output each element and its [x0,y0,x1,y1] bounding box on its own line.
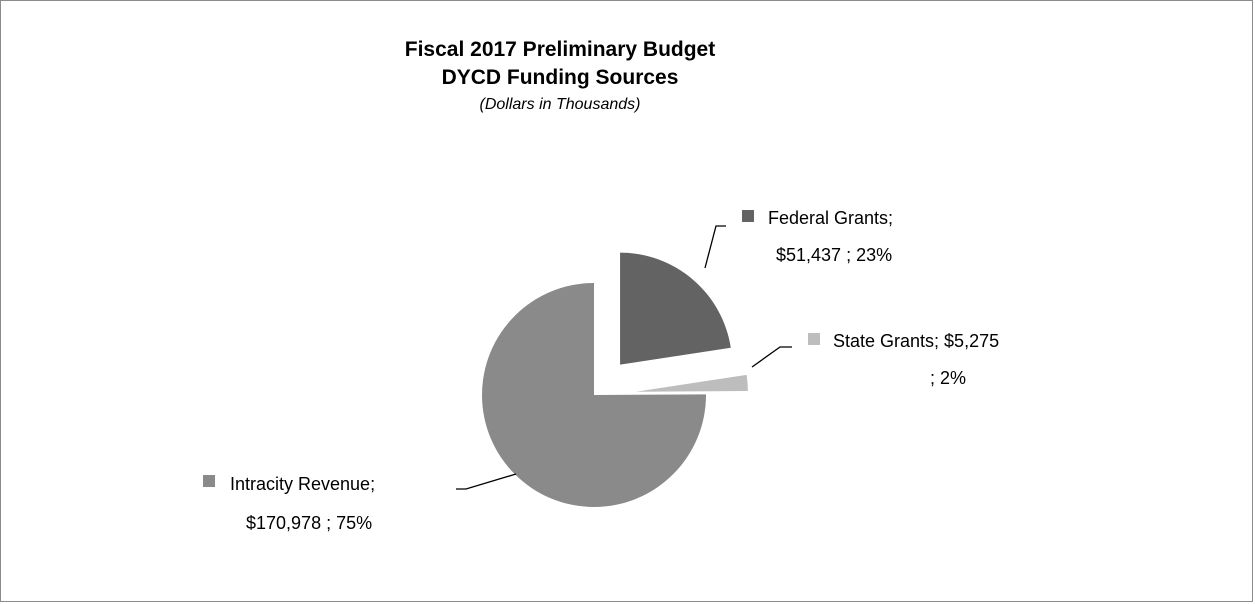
chart-title: Fiscal 2017 Preliminary Budget [404,38,716,61]
slice-label-intracity-revenue-line2: $170,978 ; 75% [246,513,372,533]
pie-slice-federal-grants [620,252,731,365]
slice-label-intracity-revenue-line1: Intracity Revenue; [230,474,375,494]
label-marker-intracity-revenue [203,475,215,487]
leader-line-intracity-revenue [456,473,517,490]
slice-labels: Federal Grants; $51,437 ; 23% State Grants… [203,208,999,533]
chart-title-block: Fiscal 2017 Preliminary Budget DYCD Fund… [300,36,820,118]
label-marker-federal-grants [742,210,754,222]
pie-slices [482,252,748,507]
chart-units-note: (Dollars in Thousands) [479,96,641,113]
slice-label-state-grants-line1: State Grants; $5,275 [833,331,999,351]
leader-line-federal-grants [704,225,726,269]
leader-line-state-grants [751,346,792,368]
chart-subtitle: DYCD Funding Sources [441,66,679,89]
pie-slice-state-grants [635,374,748,392]
label-marker-state-grants [808,333,820,345]
slice-label-federal-grants-line1: Federal Grants; [768,208,893,228]
slice-label-state-grants-line2: ; 2% [930,368,966,388]
pie-slice-intracity-revenue [482,283,706,507]
slice-label-federal-grants-line2: $51,437 ; 23% [776,245,892,265]
leader-lines [456,225,792,490]
